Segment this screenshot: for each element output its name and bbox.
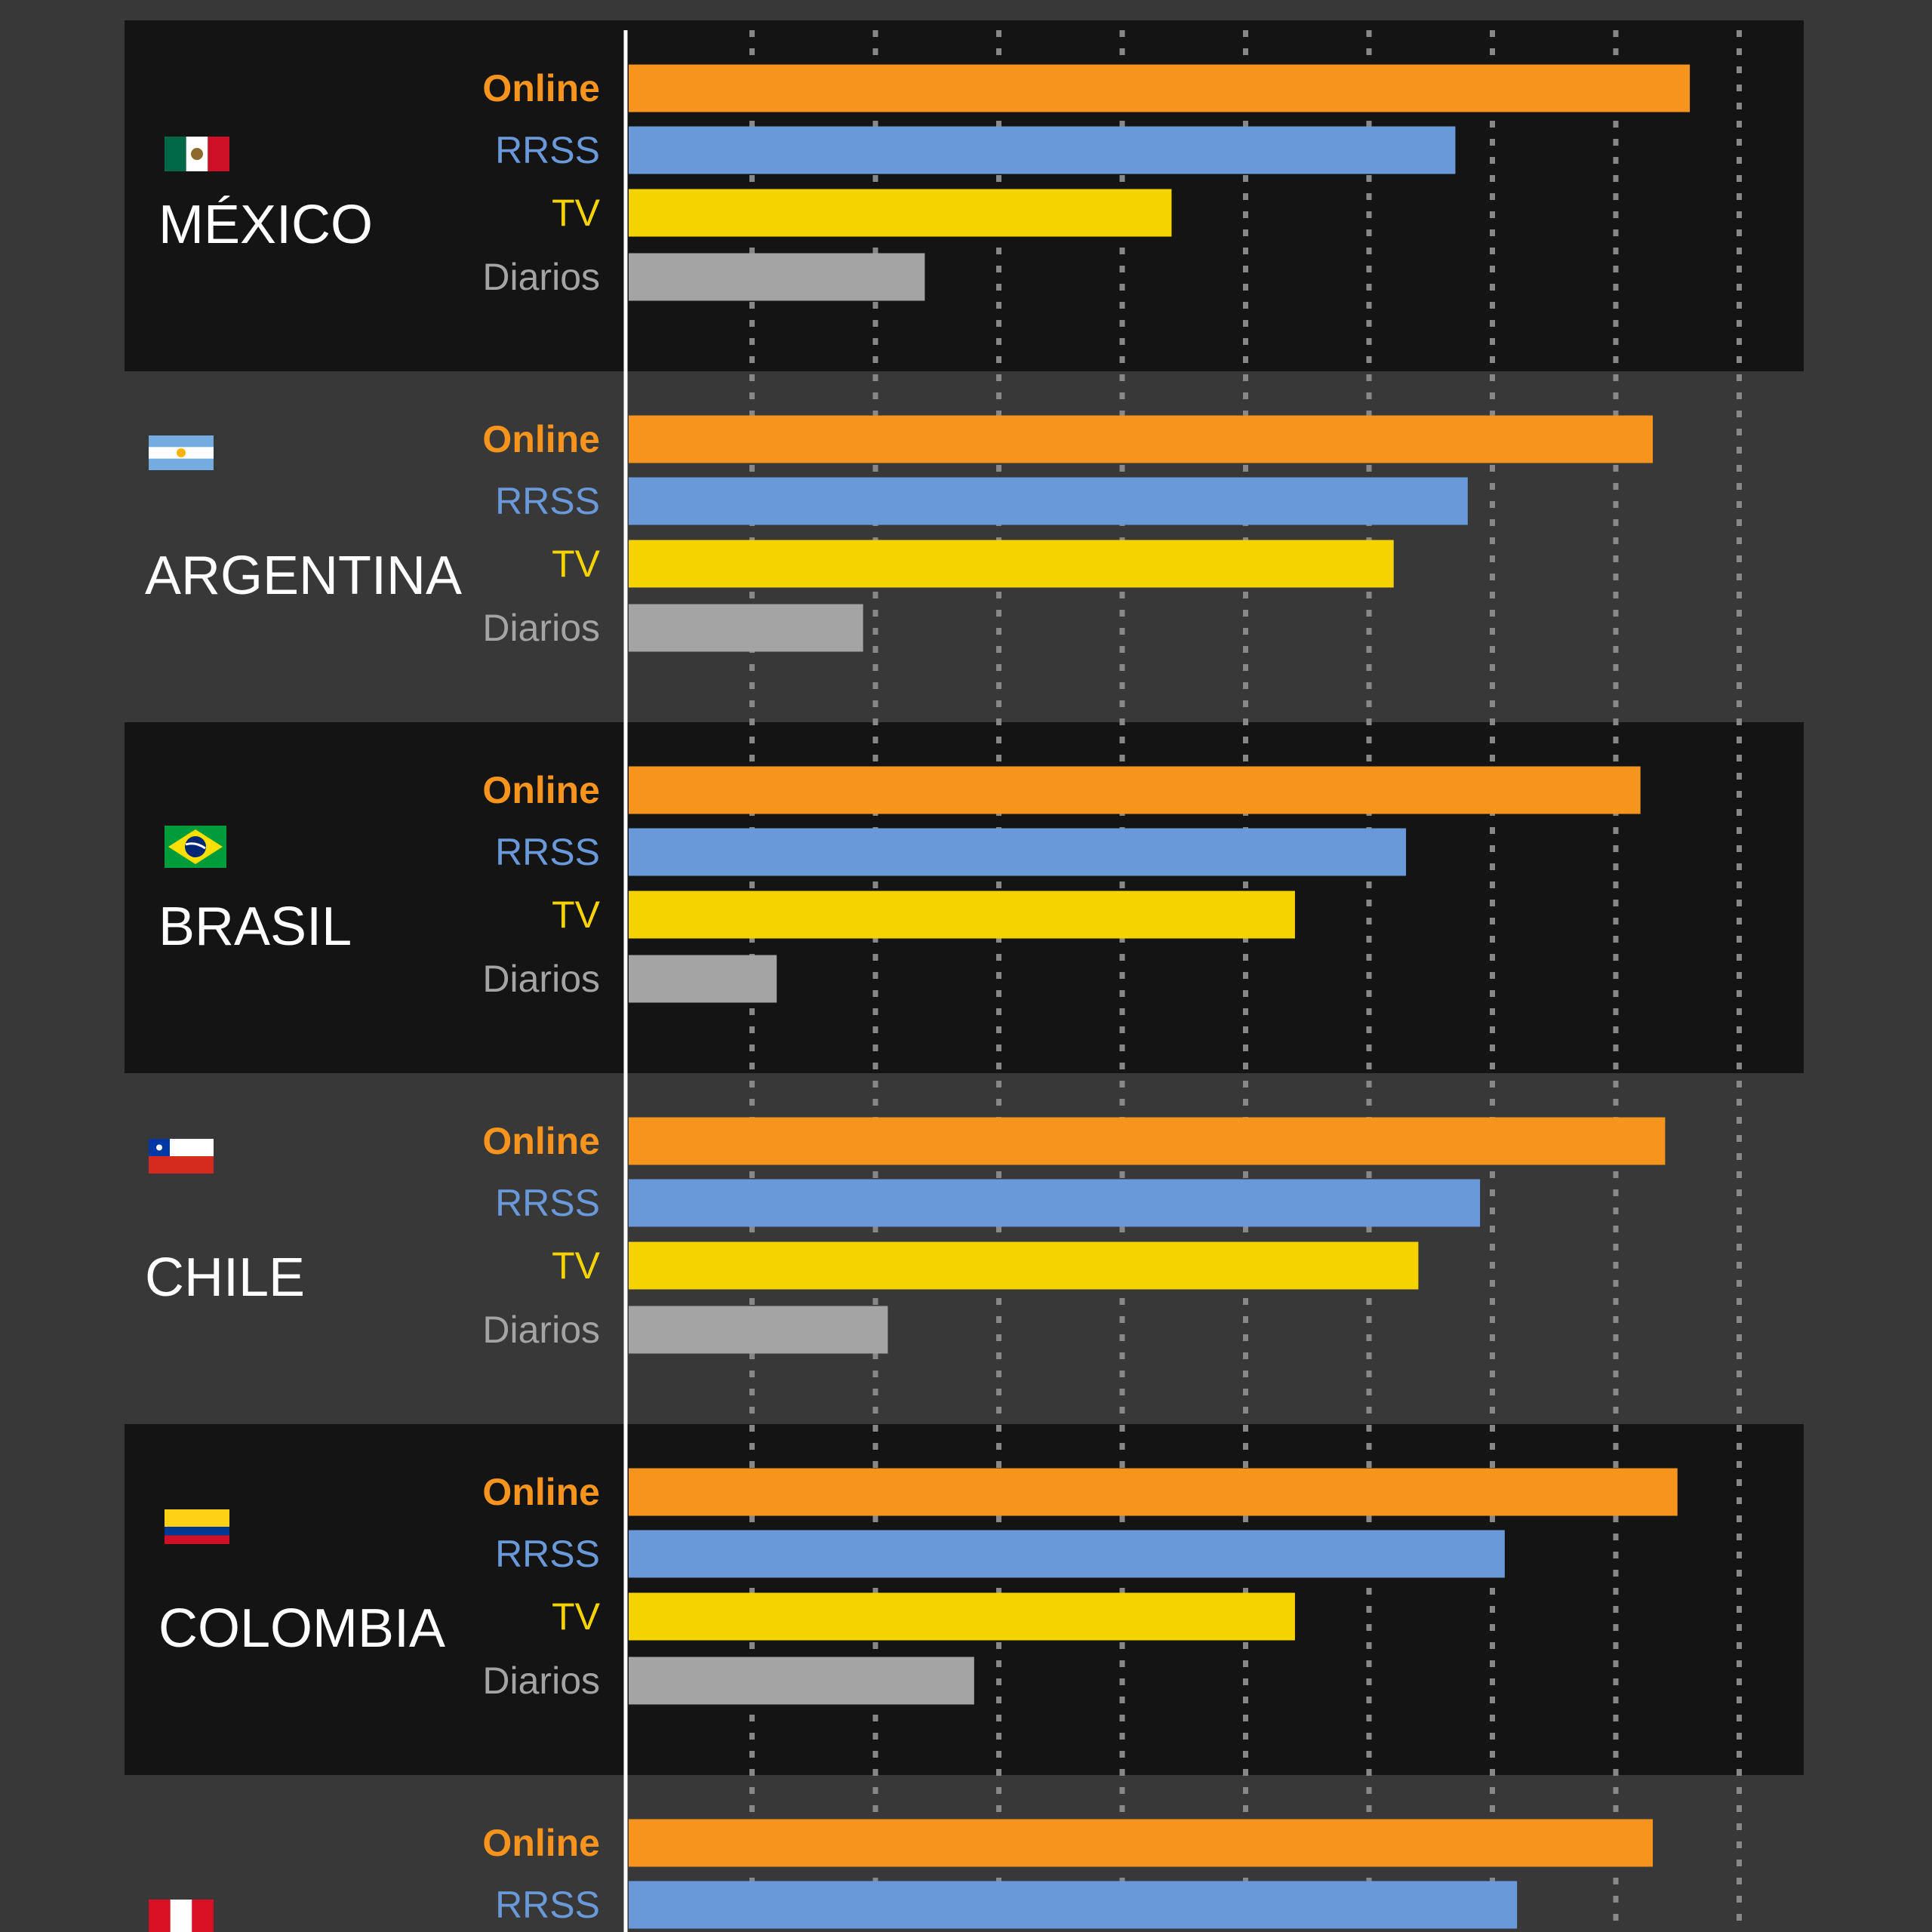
flags [149,137,229,1932]
category-label-tv: TV [552,1244,601,1287]
category-label-tv: TV [552,894,601,936]
category-label-diarios: Diarios [482,1660,600,1702]
category-label-diarios: Diarios [482,607,600,649]
brazil-flag-icon [165,826,226,868]
country-name: MÉXICO [158,195,373,255]
country-name: COLOMBIA [158,1598,445,1659]
bar-online [629,64,1690,112]
category-label-online: Online [482,418,600,460]
bar-tv [629,1241,1419,1290]
bar-diarios [629,955,777,1003]
bar-online [629,415,1654,463]
bar-tv [629,189,1172,237]
category-label-rrss: RRSS [495,1884,600,1926]
bar-online [629,1468,1678,1516]
mexico-flag-icon [165,137,229,171]
category-label-online: Online [482,769,600,811]
category-label-tv: TV [552,1595,601,1638]
bar-diarios [629,1657,974,1705]
bar-rrss [629,1530,1505,1578]
country-name: CHILE [145,1247,305,1308]
bar-online [629,1117,1666,1165]
category-label-diarios: Diarios [482,958,600,1000]
category-label-diarios: Diarios [482,256,600,298]
bar-rrss [629,126,1456,174]
category-label-tv: TV [552,543,601,585]
bar-rrss [629,1179,1481,1227]
category-label-online: Online [482,67,600,109]
labels: Online RRSS TV Diarios MÉXICO Online RRSS TV Dia… [145,67,601,1926]
bar-tv [629,1592,1295,1641]
bar-diarios [629,604,863,652]
category-label-rrss: RRSS [495,129,600,171]
bars [629,64,1690,1929]
category-label-diarios: Diarios [482,1309,600,1351]
bar-online [629,766,1641,814]
bar-diarios [629,253,925,301]
category-label-online: Online [482,1120,600,1162]
country-name: ARGENTINA [145,546,462,606]
chile-flag-icon [149,1139,214,1174]
category-label-online: Online [482,1471,600,1513]
category-label-online: Online [482,1822,600,1864]
argentina-flag-icon [149,435,214,470]
bar-tv [629,891,1295,939]
category-label-rrss: RRSS [495,1182,600,1224]
country-name: BRASIL [158,897,352,957]
colombia-flag-icon [165,1509,229,1544]
bar-tv [629,540,1394,588]
bar-rrss [629,828,1407,876]
category-label-tv: TV [552,192,601,234]
category-label-rrss: RRSS [495,1533,600,1575]
category-label-rrss: RRSS [495,831,600,873]
bar-rrss [629,1881,1518,1929]
bar-online [629,1819,1654,1867]
bar-rrss [629,477,1468,525]
category-label-rrss: RRSS [495,480,600,522]
peru-flag-icon [149,1900,214,1932]
bar-diarios [629,1306,888,1354]
